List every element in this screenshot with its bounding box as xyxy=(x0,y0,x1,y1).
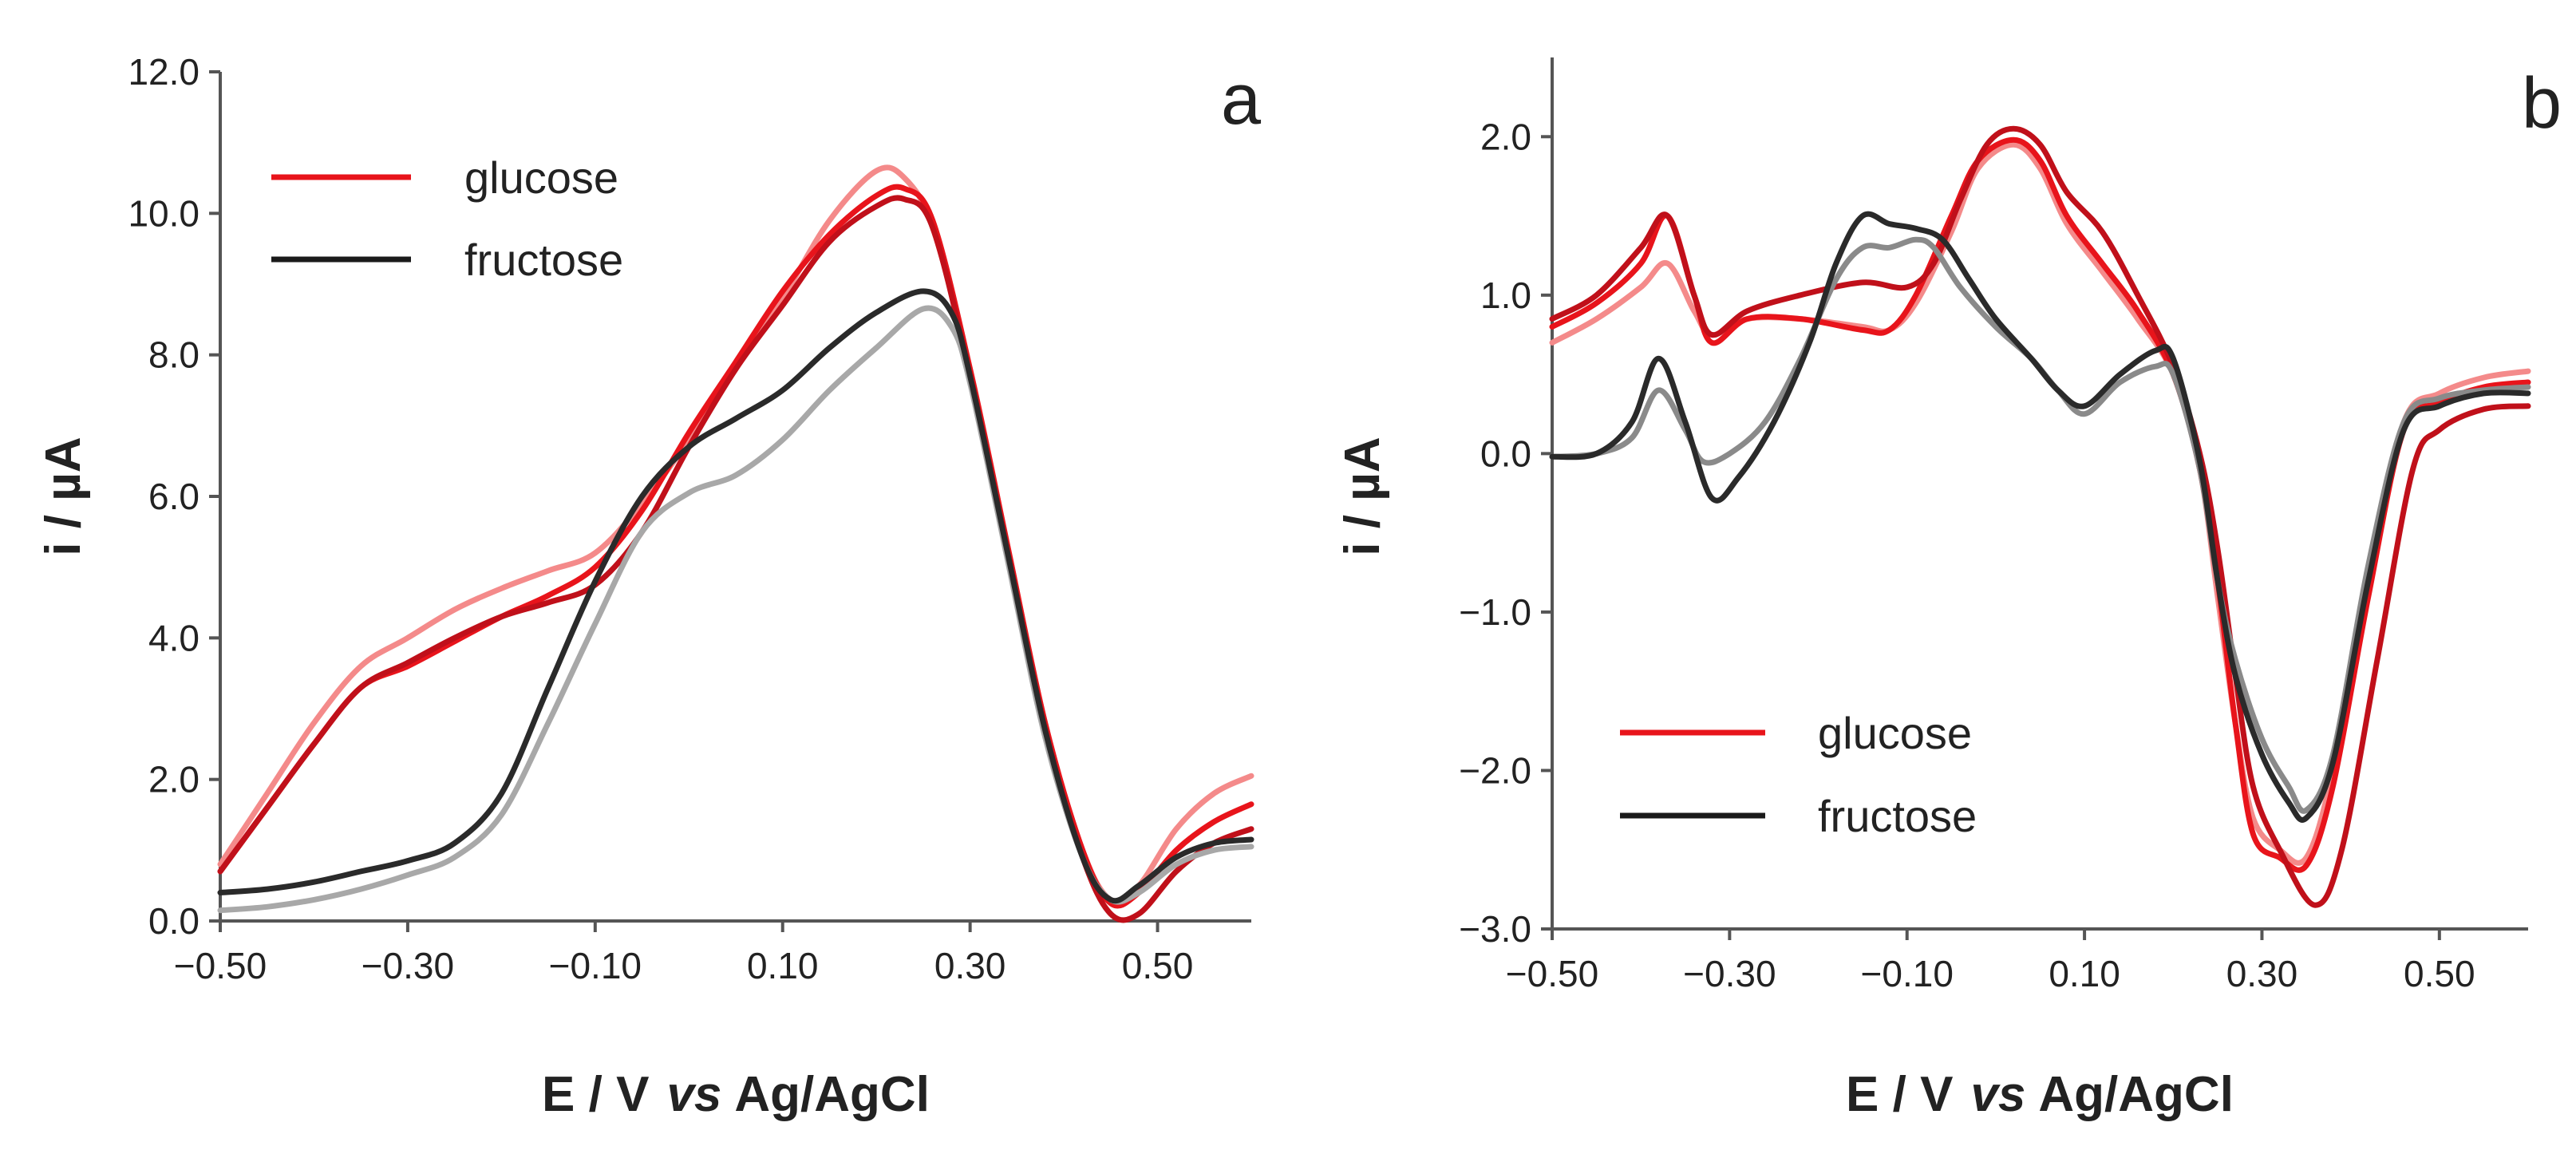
panel-a-y-tick-label: 10.0 xyxy=(128,192,200,234)
panel-b-x-tick-label: 0.10 xyxy=(2049,953,2120,994)
panel-a-x-tick-label: −0.10 xyxy=(549,945,642,986)
panel-b-x-tick-label: −0.50 xyxy=(1506,953,1598,994)
panel-a-y-tick-label: 8.0 xyxy=(148,334,200,376)
panel-b-x-title-italic: vs xyxy=(1970,1067,2025,1122)
panel-a-x-axis-title: E / V vs Ag/AgCl xyxy=(542,1067,930,1122)
panel-b-y-tick-label: 1.0 xyxy=(1480,275,1531,316)
panel-b-x-tick-label: −0.10 xyxy=(1861,953,1954,994)
panel-b-y-tick-label: −3.0 xyxy=(1459,908,1531,950)
panel-a-y-axis-title: i / µA xyxy=(36,437,91,555)
panel-b-x-tick-label: −0.30 xyxy=(1683,953,1776,994)
panel-a-series-fructose-light xyxy=(217,305,1254,914)
panel-b-x-title-prefix: E / V xyxy=(1846,1067,1953,1122)
panel-a-legend-fructose-label: fructose xyxy=(464,235,623,285)
panel-b-series-glucose-dark xyxy=(1549,125,2531,908)
panel-a-y-tick-label: 6.0 xyxy=(148,476,200,517)
panel-a-x-ticks: −0.50 −0.30 −0.10 0.10 0.30 0.50 xyxy=(174,921,1194,986)
panel-b-y-axis-title: i / µA xyxy=(1335,437,1390,555)
chart-panel-b: −3.0 −2.0 −1.0 0.0 1.0 2.0 −0.50 −0.30 −0.10 0.1… xyxy=(1335,57,2562,1122)
panel-a-x-tick-label: 0.50 xyxy=(1122,945,1194,986)
panel-a-legend: glucose fructose xyxy=(271,152,623,285)
panel-a-series-fructose-dark xyxy=(217,288,1254,904)
panel-b-y-ticks: −3.0 −2.0 −1.0 0.0 1.0 2.0 xyxy=(1459,116,1552,950)
panel-a-series-glucose-mid xyxy=(217,184,1254,909)
panel-a-y-ticks: 0.0 2.0 4.0 6.0 8.0 10.0 12.0 xyxy=(128,51,220,942)
panel-a-x-title-italic: vs xyxy=(666,1067,721,1122)
chart-panel-a: 0.0 2.0 4.0 6.0 8.0 10.0 12.0 −0.50 −0.30 −0.10 0… xyxy=(36,51,1262,1122)
panel-b-x-ticks: −0.50 −0.30 −0.10 0.10 0.30 0.50 xyxy=(1506,929,2475,994)
panel-a-series-glucose-dark xyxy=(217,195,1254,923)
panel-b-x-axis-title: E / V vs Ag/AgCl xyxy=(1846,1067,2234,1122)
panel-a-letter: a xyxy=(1221,60,1262,140)
panel-a-series xyxy=(217,164,1254,923)
panel-b-legend: glucose fructose xyxy=(1620,708,1977,841)
panel-b-x-title-suffix: Ag/AgCl xyxy=(2038,1067,2234,1122)
panel-a-x-tick-label: −0.30 xyxy=(362,945,454,986)
panel-b-x-tick-label: 0.30 xyxy=(2226,953,2298,994)
panel-a-y-tick-label: 4.0 xyxy=(148,617,200,658)
panel-a-y-tick-label: 12.0 xyxy=(128,51,200,93)
panel-a-y-tick-label: 2.0 xyxy=(148,759,200,800)
panel-a-x-title-suffix: Ag/AgCl xyxy=(734,1067,930,1122)
panel-b-x-tick-label: 0.50 xyxy=(2404,953,2475,994)
panel-a-x-tick-label: −0.50 xyxy=(174,945,267,986)
panel-b-y-tick-label: −1.0 xyxy=(1459,591,1531,633)
panel-b-legend-fructose-label: fructose xyxy=(1818,791,1977,841)
panel-a-legend-glucose-label: glucose xyxy=(464,152,618,203)
panel-b-series-glucose-mid xyxy=(1549,136,2531,873)
panel-a-y-tick-label: 0.0 xyxy=(148,900,200,942)
panel-a-x-tick-label: 0.10 xyxy=(747,945,819,986)
panel-b-letter: b xyxy=(2522,64,2562,144)
panel-b-legend-glucose-label: glucose xyxy=(1818,708,1972,758)
panel-b-y-tick-label: −2.0 xyxy=(1459,749,1531,791)
panel-b-series xyxy=(1549,125,2531,908)
panel-b-y-tick-label: 2.0 xyxy=(1480,116,1531,157)
panel-a-x-tick-label: 0.30 xyxy=(934,945,1006,986)
panel-b-series-fructose-dark xyxy=(1549,211,2531,823)
panel-b-y-tick-label: 0.0 xyxy=(1480,433,1531,474)
panel-a-x-title-prefix: E / V xyxy=(542,1067,649,1122)
panel-a-series-glucose-light xyxy=(217,164,1254,905)
